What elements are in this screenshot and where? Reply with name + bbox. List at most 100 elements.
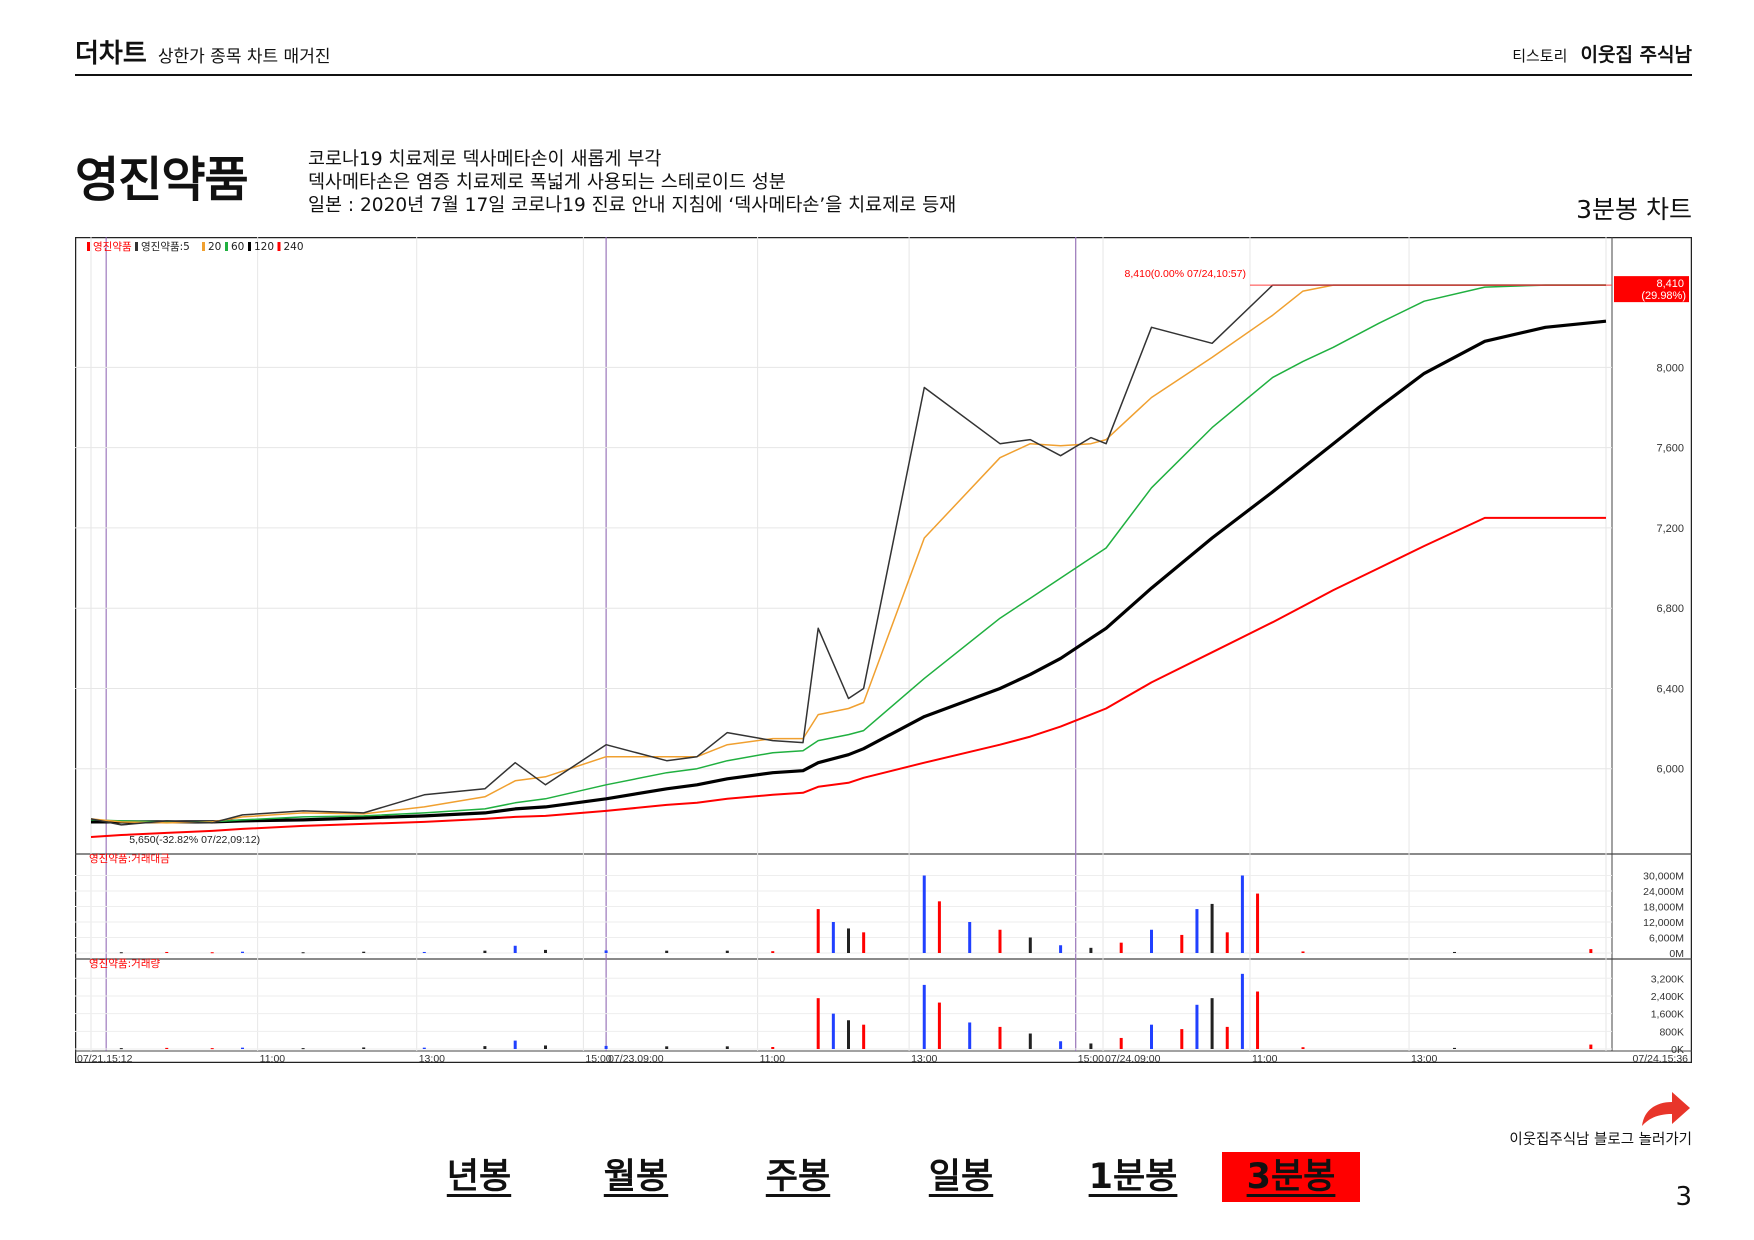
y-tick-label: 6,800	[1656, 603, 1684, 615]
nav-weekly[interactable]: 주봉	[765, 1157, 831, 1197]
trade-volume-bar	[119, 1048, 123, 1050]
legend-label: 영진약품:5	[141, 241, 190, 253]
trade-value-bar	[544, 949, 547, 953]
page-number: 3	[1675, 1182, 1692, 1212]
last-price-label: 8,410	[1656, 278, 1684, 290]
x-tick-label: 11:00	[260, 1053, 286, 1063]
trade-value-bar	[1210, 903, 1214, 953]
trade-value-bar	[1301, 951, 1305, 953]
trade-volume-bar	[1301, 1047, 1305, 1049]
curved-arrow-icon	[1642, 1092, 1690, 1126]
legend-label: 영진약품	[93, 241, 132, 253]
legend-label: 60	[231, 241, 244, 253]
x-tick-label: 07/24,09:00	[1105, 1053, 1161, 1063]
trade-volume-bar	[1453, 1047, 1456, 1049]
trade-volume-bar	[1195, 1004, 1199, 1049]
nav-yearly[interactable]: 년봉	[446, 1157, 512, 1197]
trade-volume-bar	[1210, 998, 1214, 1049]
y-tick-label: 8,000	[1656, 362, 1684, 374]
trade-value-bar	[210, 952, 214, 954]
nav-1min[interactable]: 1분봉	[1088, 1157, 1178, 1197]
trade-volume-bar	[241, 1047, 244, 1049]
description-line: 덱사메타손은 염증 치료제로 폭넓게 사용되는 스테로이드 성분	[308, 172, 786, 193]
trade-value-bar	[1195, 909, 1199, 953]
y-tick-label: 6,000	[1656, 764, 1684, 776]
trade-value-bar	[301, 952, 305, 954]
series-line-120	[91, 319, 1607, 824]
y-tick-label: 7,200	[1656, 523, 1684, 535]
chart-kind-label: 3분봉 차트	[1576, 195, 1692, 224]
trade-volume-bar	[937, 1002, 941, 1049]
low-annotation: 5,650(-32.82% 07/22,09:12)	[129, 834, 260, 846]
trade-value-bar	[1089, 947, 1093, 953]
trade-value-bar	[968, 922, 972, 953]
trade-volume-bar	[1150, 1024, 1153, 1049]
trade-value-bar	[513, 945, 517, 953]
y-tick-label: 800K	[1659, 1026, 1684, 1038]
x-tick-label: 13:00	[1411, 1053, 1437, 1063]
y-tick-label: 0K	[1671, 1044, 1684, 1056]
trade-volume-bar	[1589, 1044, 1593, 1049]
brand-title: 더차트	[75, 39, 147, 69]
trade-value-bar	[937, 901, 941, 953]
blog-link[interactable]: 이웃집주식남 블로그 놀러가기	[1509, 1088, 1692, 1149]
stock-name: 영진약품	[75, 152, 249, 208]
x-tick-label: 11:00	[1252, 1053, 1278, 1063]
description-line: 일본 : 2020년 7월 17일 코로나19 진료 안내 지침에 ‘덱사메타손…	[308, 195, 957, 216]
trade-volume-bar	[301, 1048, 305, 1050]
header-right: 티스토리 이웃집 주식남	[1512, 40, 1692, 67]
brand-subtitle: 상한가 종목 차트 매거진	[157, 47, 331, 67]
trade-value-bar	[1059, 945, 1063, 953]
trade-value-bar	[665, 950, 669, 953]
legend-swatch	[277, 242, 281, 251]
trade-volume-bar	[1059, 1041, 1063, 1049]
trade-volume-bar	[1256, 991, 1260, 1049]
trade-value-bar	[862, 932, 866, 953]
y-tick-label: 3,200K	[1651, 973, 1684, 985]
trade-value-bar	[422, 951, 426, 953]
blog-link-label: 이웃집주식남 블로그 놀러가기	[1509, 1132, 1692, 1148]
y-tick-label: 0M	[1669, 948, 1684, 960]
trade-volume-bar	[362, 1047, 366, 1049]
trade-value-bar	[1256, 893, 1260, 953]
trade-volume-bar	[771, 1047, 775, 1049]
nav-monthly[interactable]: 월봉	[603, 1157, 669, 1197]
trade-volume-bar	[422, 1047, 426, 1049]
trade-value-bar	[831, 922, 835, 953]
series-line-60	[90, 284, 1606, 823]
last-change-label: (29.98%)	[1641, 290, 1686, 302]
trade-value-bar	[725, 950, 729, 953]
trade-value-bar	[165, 951, 169, 953]
trade-volume-legend: 영진약품:거래량	[89, 958, 160, 970]
trade-volume-bar	[165, 1047, 169, 1049]
trade-volume-bar	[725, 1046, 729, 1049]
legend-label: 240	[284, 241, 304, 253]
trade-value-bar	[816, 909, 820, 953]
nav-3min[interactable]: 3분봉	[1222, 1152, 1360, 1202]
trade-volume-bar	[968, 1022, 972, 1049]
legend-swatch	[225, 242, 228, 251]
blog-platform: 티스토리	[1512, 47, 1568, 65]
trade-value-bar	[241, 951, 244, 953]
trade-volume-bar	[1225, 1026, 1229, 1049]
x-tick-label: 13:00	[419, 1053, 445, 1063]
trade-value-bar	[1225, 932, 1229, 953]
trade-value-bar	[483, 950, 487, 953]
trade-value-bar	[1028, 937, 1032, 953]
trade-volume-bar	[210, 1048, 214, 1050]
y-tick-label: 18,000M	[1643, 902, 1684, 914]
legend-swatch	[87, 242, 90, 251]
trade-volume-bar	[483, 1046, 487, 1049]
trade-value-bar	[847, 928, 850, 953]
header-left: 더차트 상한가 종목 차트 매거진	[75, 33, 330, 70]
timeframe-nav: 년봉 월봉 주봉 일봉 1분봉 3분봉	[0, 1152, 1754, 1212]
legend-label: 20	[208, 241, 221, 253]
trade-volume-bar	[862, 1024, 866, 1049]
trade-volume-bar	[816, 998, 820, 1049]
nav-daily[interactable]: 일봉	[928, 1157, 994, 1197]
stock-description: 코로나19 치료제로 덱사메타손이 새롭게 부각 덱사메타손은 염증 치료제로 …	[308, 148, 956, 217]
trade-value-bar	[922, 875, 926, 953]
y-tick-label: 6,400	[1656, 683, 1684, 695]
description-line: 코로나19 치료제로 덱사메타손이 새롭게 부각	[308, 149, 662, 170]
trade-volume-bar	[1028, 1033, 1032, 1049]
